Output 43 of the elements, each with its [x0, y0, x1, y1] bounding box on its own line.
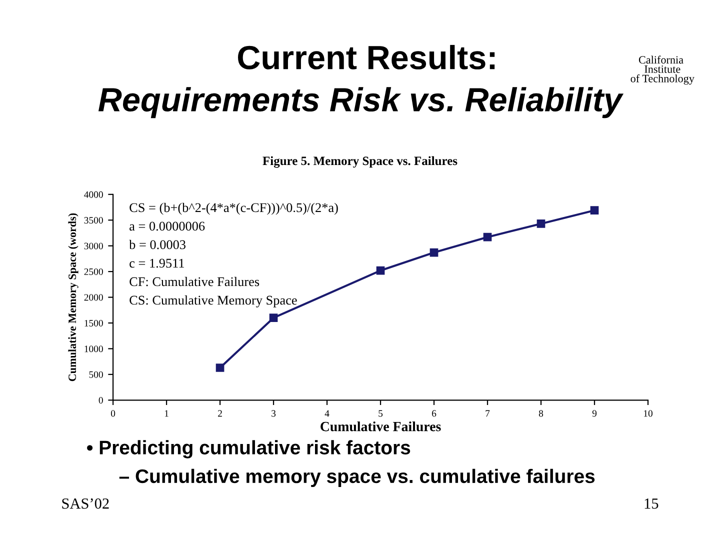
x-tick-label: 9	[592, 410, 597, 417]
x-tick-label: 2	[218, 410, 222, 417]
point	[269, 314, 278, 322]
y-tick-label: 1500	[84, 320, 103, 326]
point	[376, 266, 385, 275]
text: • Predicting cumulative risk factors	[87, 440, 410, 458]
y-axis-title: Cumulative Memory Space (words)	[68, 213, 78, 382]
text: – Cumulative memory space vs. cumulative failures	[119, 468, 595, 487]
x-axis-title: Cumulative Failures	[320, 421, 441, 432]
y-tick-label: 2500	[84, 268, 103, 276]
x-tick-label: 3	[272, 410, 276, 417]
y-tick-label: 4000	[84, 191, 103, 198]
text: California Institute of Technology	[630, 56, 694, 85]
point	[483, 232, 492, 242]
annotation: a = 0.0000006	[130, 222, 205, 231]
x-tick-label: 4	[324, 410, 330, 417]
y-tick-label: 2000	[84, 294, 103, 301]
x-tick-label: 5	[378, 410, 383, 417]
point	[216, 364, 224, 372]
x-tick-label: 10	[644, 410, 652, 417]
y-tick-label: 500	[89, 371, 103, 378]
x-tick-label: 7	[486, 410, 490, 417]
x-tick-label: 0	[110, 410, 116, 417]
text: SAS’02	[62, 498, 109, 509]
x-tick-label: 8	[538, 410, 544, 417]
point	[590, 206, 599, 215]
y-tick-label: 1000	[84, 346, 103, 352]
annotation: CS: Cumulative Memory Space	[130, 295, 297, 308]
text: 15	[644, 498, 658, 509]
caption: Figure 5. Memory Space vs. Failures	[262, 156, 458, 168]
y-tick-label: 0	[98, 397, 103, 404]
y-tick-label: 3500	[84, 217, 103, 224]
chart-title: Current Results:	[238, 44, 495, 70]
annotation: CF: Cumulative Failures	[130, 276, 260, 286]
x-tick-label: 1	[164, 410, 168, 417]
annotation: c = 1.9511	[130, 258, 184, 268]
annotation: CS = (b+(b^2-(4*a*(c-CF)))^0.5)/(2*a)	[130, 202, 338, 215]
point	[536, 220, 546, 228]
chart-subtitle: Requirements Risk vs. Reliability	[98, 87, 624, 118]
annotation: b = 0.0003	[129, 240, 186, 250]
y-tick-label: 3000	[84, 242, 103, 250]
point	[430, 248, 438, 257]
x-tick-label: 6	[432, 410, 436, 417]
